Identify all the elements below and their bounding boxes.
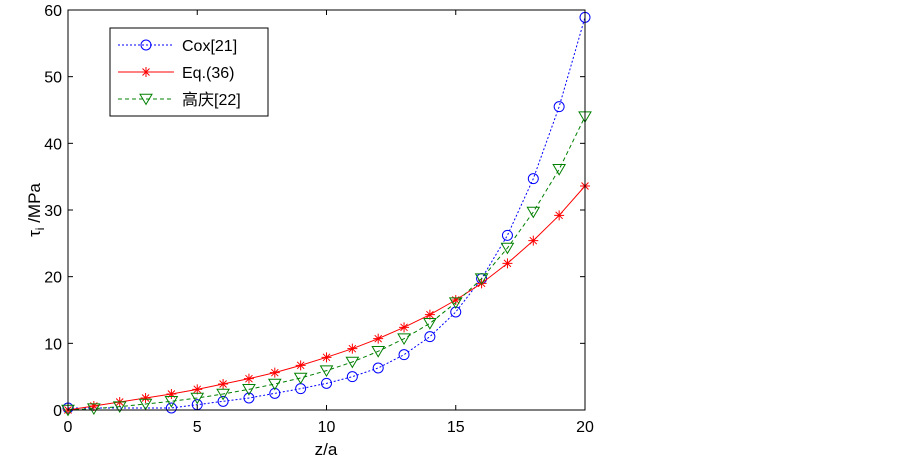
- series-2-point: [347, 343, 358, 354]
- series-2-point: [140, 393, 151, 403]
- series-3-point: [423, 318, 437, 330]
- series-1-point: [269, 387, 281, 399]
- series-2-point: [528, 235, 539, 246]
- x-axis-label: z/a: [315, 440, 338, 459]
- series-1-point: [295, 383, 307, 395]
- x-tick-label: 5: [193, 419, 202, 436]
- series-3-point: [138, 398, 153, 411]
- series-2-point: [424, 309, 435, 320]
- series-1-point: [243, 392, 255, 404]
- series-1-point: [501, 229, 513, 241]
- series-3-point: [293, 372, 308, 385]
- series-2-point: [373, 333, 384, 344]
- legend-marker: [140, 39, 152, 51]
- series-2-point: [399, 322, 410, 333]
- series-3-point: [112, 401, 127, 414]
- series-3-point: [397, 333, 411, 346]
- series-2-point: [218, 379, 229, 389]
- y-axis-label-unit: /MPa: [25, 183, 44, 228]
- y-tick-label: 20: [44, 270, 62, 287]
- series-1-point: [346, 371, 358, 383]
- series-2-point: [321, 352, 332, 363]
- series-1-point: [321, 377, 332, 389]
- legend-marker: [141, 67, 151, 77]
- y-tick-label: 10: [44, 336, 62, 353]
- series-1-point: [450, 306, 462, 318]
- legend-marker: [139, 93, 153, 106]
- legend-label: 高庆[22]: [182, 91, 241, 109]
- x-tick-label: 15: [447, 419, 465, 436]
- series-3-line: [67, 116, 586, 411]
- legend: Cox[21] Eq.(36) 高庆[22]: [109, 27, 269, 117]
- series-3-point: [164, 396, 179, 408]
- series-3-point: [526, 206, 541, 219]
- y-tick-label: 0: [53, 403, 62, 420]
- series-3-point: [190, 392, 205, 405]
- series-2-point: [450, 295, 461, 305]
- series-2-point: [554, 210, 565, 221]
- series-2-point: [166, 389, 177, 399]
- series-2-point: [502, 258, 513, 269]
- series-3-point: [552, 164, 567, 176]
- series-2: [63, 181, 590, 415]
- series-1-point: [217, 395, 229, 407]
- x-tick-label: 10: [318, 419, 336, 436]
- series-3-point: [345, 356, 360, 369]
- legend-label: Cox[21]: [182, 38, 237, 55]
- x-tick-label: 0: [64, 419, 73, 436]
- series-3-point: [319, 365, 334, 378]
- series-1-point: [372, 362, 384, 374]
- series-3-point: [371, 346, 386, 358]
- series-3-point: [474, 273, 489, 286]
- series-1-line: [68, 17, 586, 409]
- series-2-point: [192, 384, 203, 395]
- series-1-point: [165, 402, 177, 414]
- series-2-point: [88, 401, 99, 411]
- series-3-point: [500, 242, 515, 255]
- y-tick-label: 30: [44, 203, 62, 220]
- series-1-point: [424, 331, 436, 343]
- series-3-point: [242, 384, 256, 396]
- series-1-point: [527, 173, 539, 185]
- legend-label: Eq.(36): [182, 65, 234, 82]
- series-3-point: [448, 297, 463, 310]
- y-tick-label: 60: [44, 3, 62, 20]
- x-tick-label: 20: [576, 419, 594, 436]
- legend-item: Cox[21]: [118, 38, 237, 55]
- legend-item: Eq.(36): [118, 65, 234, 82]
- series-3-point: [216, 388, 230, 401]
- series-3-point: [86, 403, 101, 416]
- y-axis-label: τi /MPa: [25, 183, 47, 237]
- y-axis-label-symbol: τ: [25, 230, 44, 237]
- series-1-point: [398, 349, 410, 361]
- series-2-point: [243, 373, 254, 384]
- series-2-point: [269, 367, 280, 378]
- y-tick-label: 40: [44, 136, 62, 153]
- y-axis-label-subscript: i: [33, 228, 47, 231]
- series-1-point: [553, 101, 565, 113]
- y-tick-label: 50: [44, 70, 62, 87]
- series-3-point: [267, 378, 282, 391]
- legend-item: 高庆[22]: [118, 91, 241, 109]
- series-2-point: [295, 360, 306, 371]
